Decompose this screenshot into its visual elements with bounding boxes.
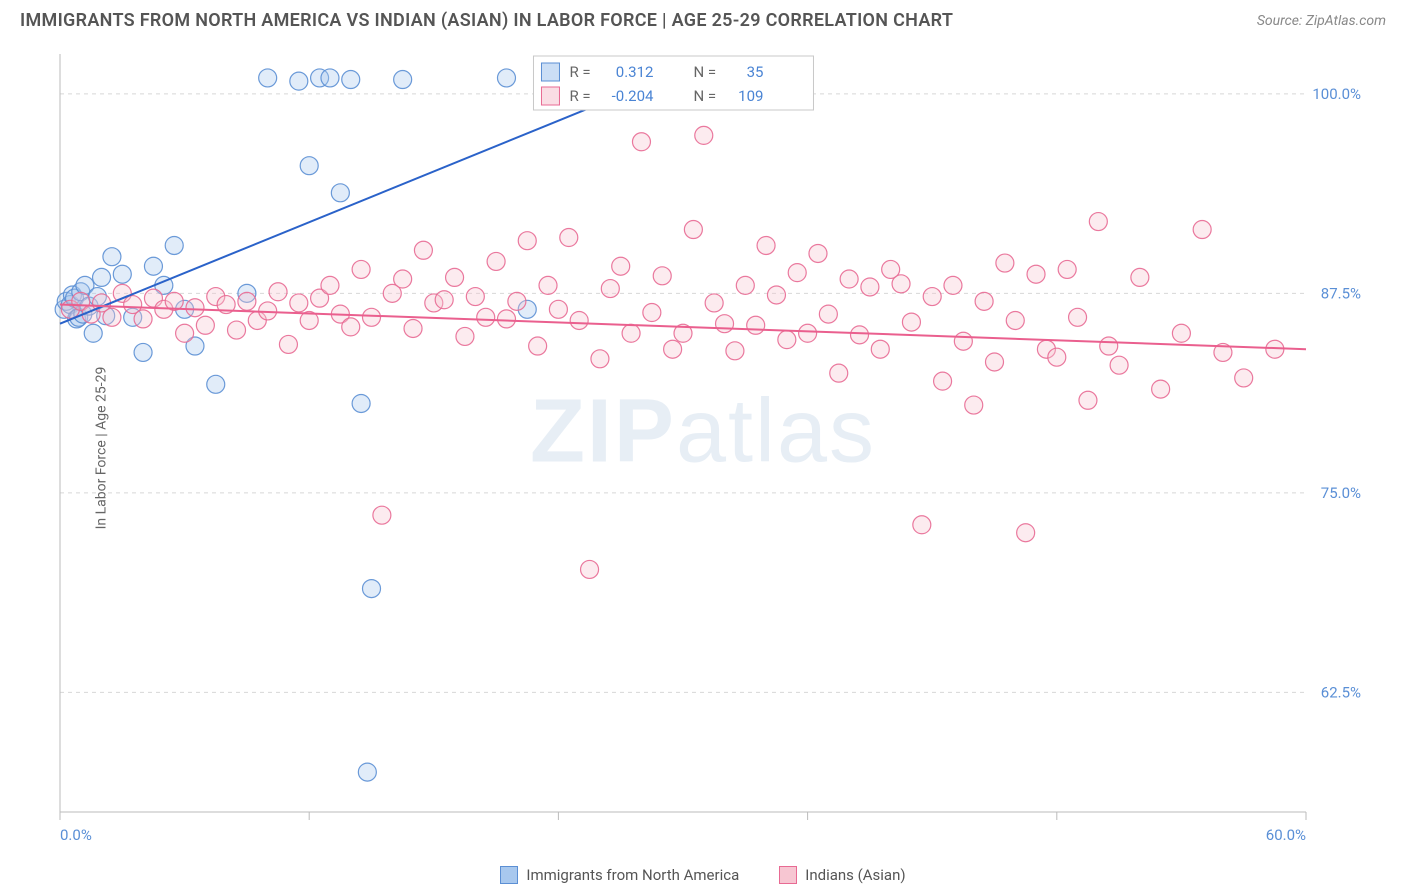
svg-text:0.312: 0.312	[616, 63, 654, 81]
svg-text:100.0%: 100.0%	[1312, 85, 1361, 103]
chart-title: IMMIGRANTS FROM NORTH AMERICA VS INDIAN …	[20, 10, 953, 31]
chart-header: IMMIGRANTS FROM NORTH AMERICA VS INDIAN …	[0, 0, 1406, 39]
legend-item-indian: Indians (Asian)	[779, 866, 905, 884]
svg-text:-0.204: -0.204	[612, 87, 654, 105]
scatter-chart: 62.5% 75.0% 87.5% 100.0% 0.0% 60.0% R = 0.312 N …	[20, 44, 1386, 852]
svg-text:75.0%: 75.0%	[1321, 484, 1361, 502]
swatch-na	[500, 866, 518, 884]
svg-text:62.5%: 62.5%	[1321, 683, 1361, 701]
bottom-legend: Immigrants from North America Indians (A…	[0, 866, 1406, 884]
legend-label-na: Immigrants from North America	[526, 866, 739, 884]
legend-item-na: Immigrants from North America	[500, 866, 739, 884]
svg-text:0.0%: 0.0%	[60, 826, 92, 844]
svg-text:60.0%: 60.0%	[1266, 826, 1306, 844]
svg-text:R =: R =	[569, 63, 590, 81]
swatch-indian	[779, 866, 797, 884]
svg-text:R =: R =	[569, 87, 590, 105]
legend-label-indian: Indians (Asian)	[805, 866, 905, 884]
svg-text:109: 109	[738, 87, 763, 105]
svg-text:87.5%: 87.5%	[1321, 284, 1361, 302]
y-axis-label: In Labor Force | Age 25-29	[93, 367, 109, 530]
svg-text:N =: N =	[693, 63, 716, 81]
svg-text:35: 35	[747, 63, 764, 81]
chart-area: In Labor Force | Age 25-29 62.5% 75.0% 87.…	[20, 44, 1386, 852]
svg-text:N =: N =	[693, 87, 716, 105]
chart-source: Source: ZipAtlas.com	[1257, 13, 1386, 29]
